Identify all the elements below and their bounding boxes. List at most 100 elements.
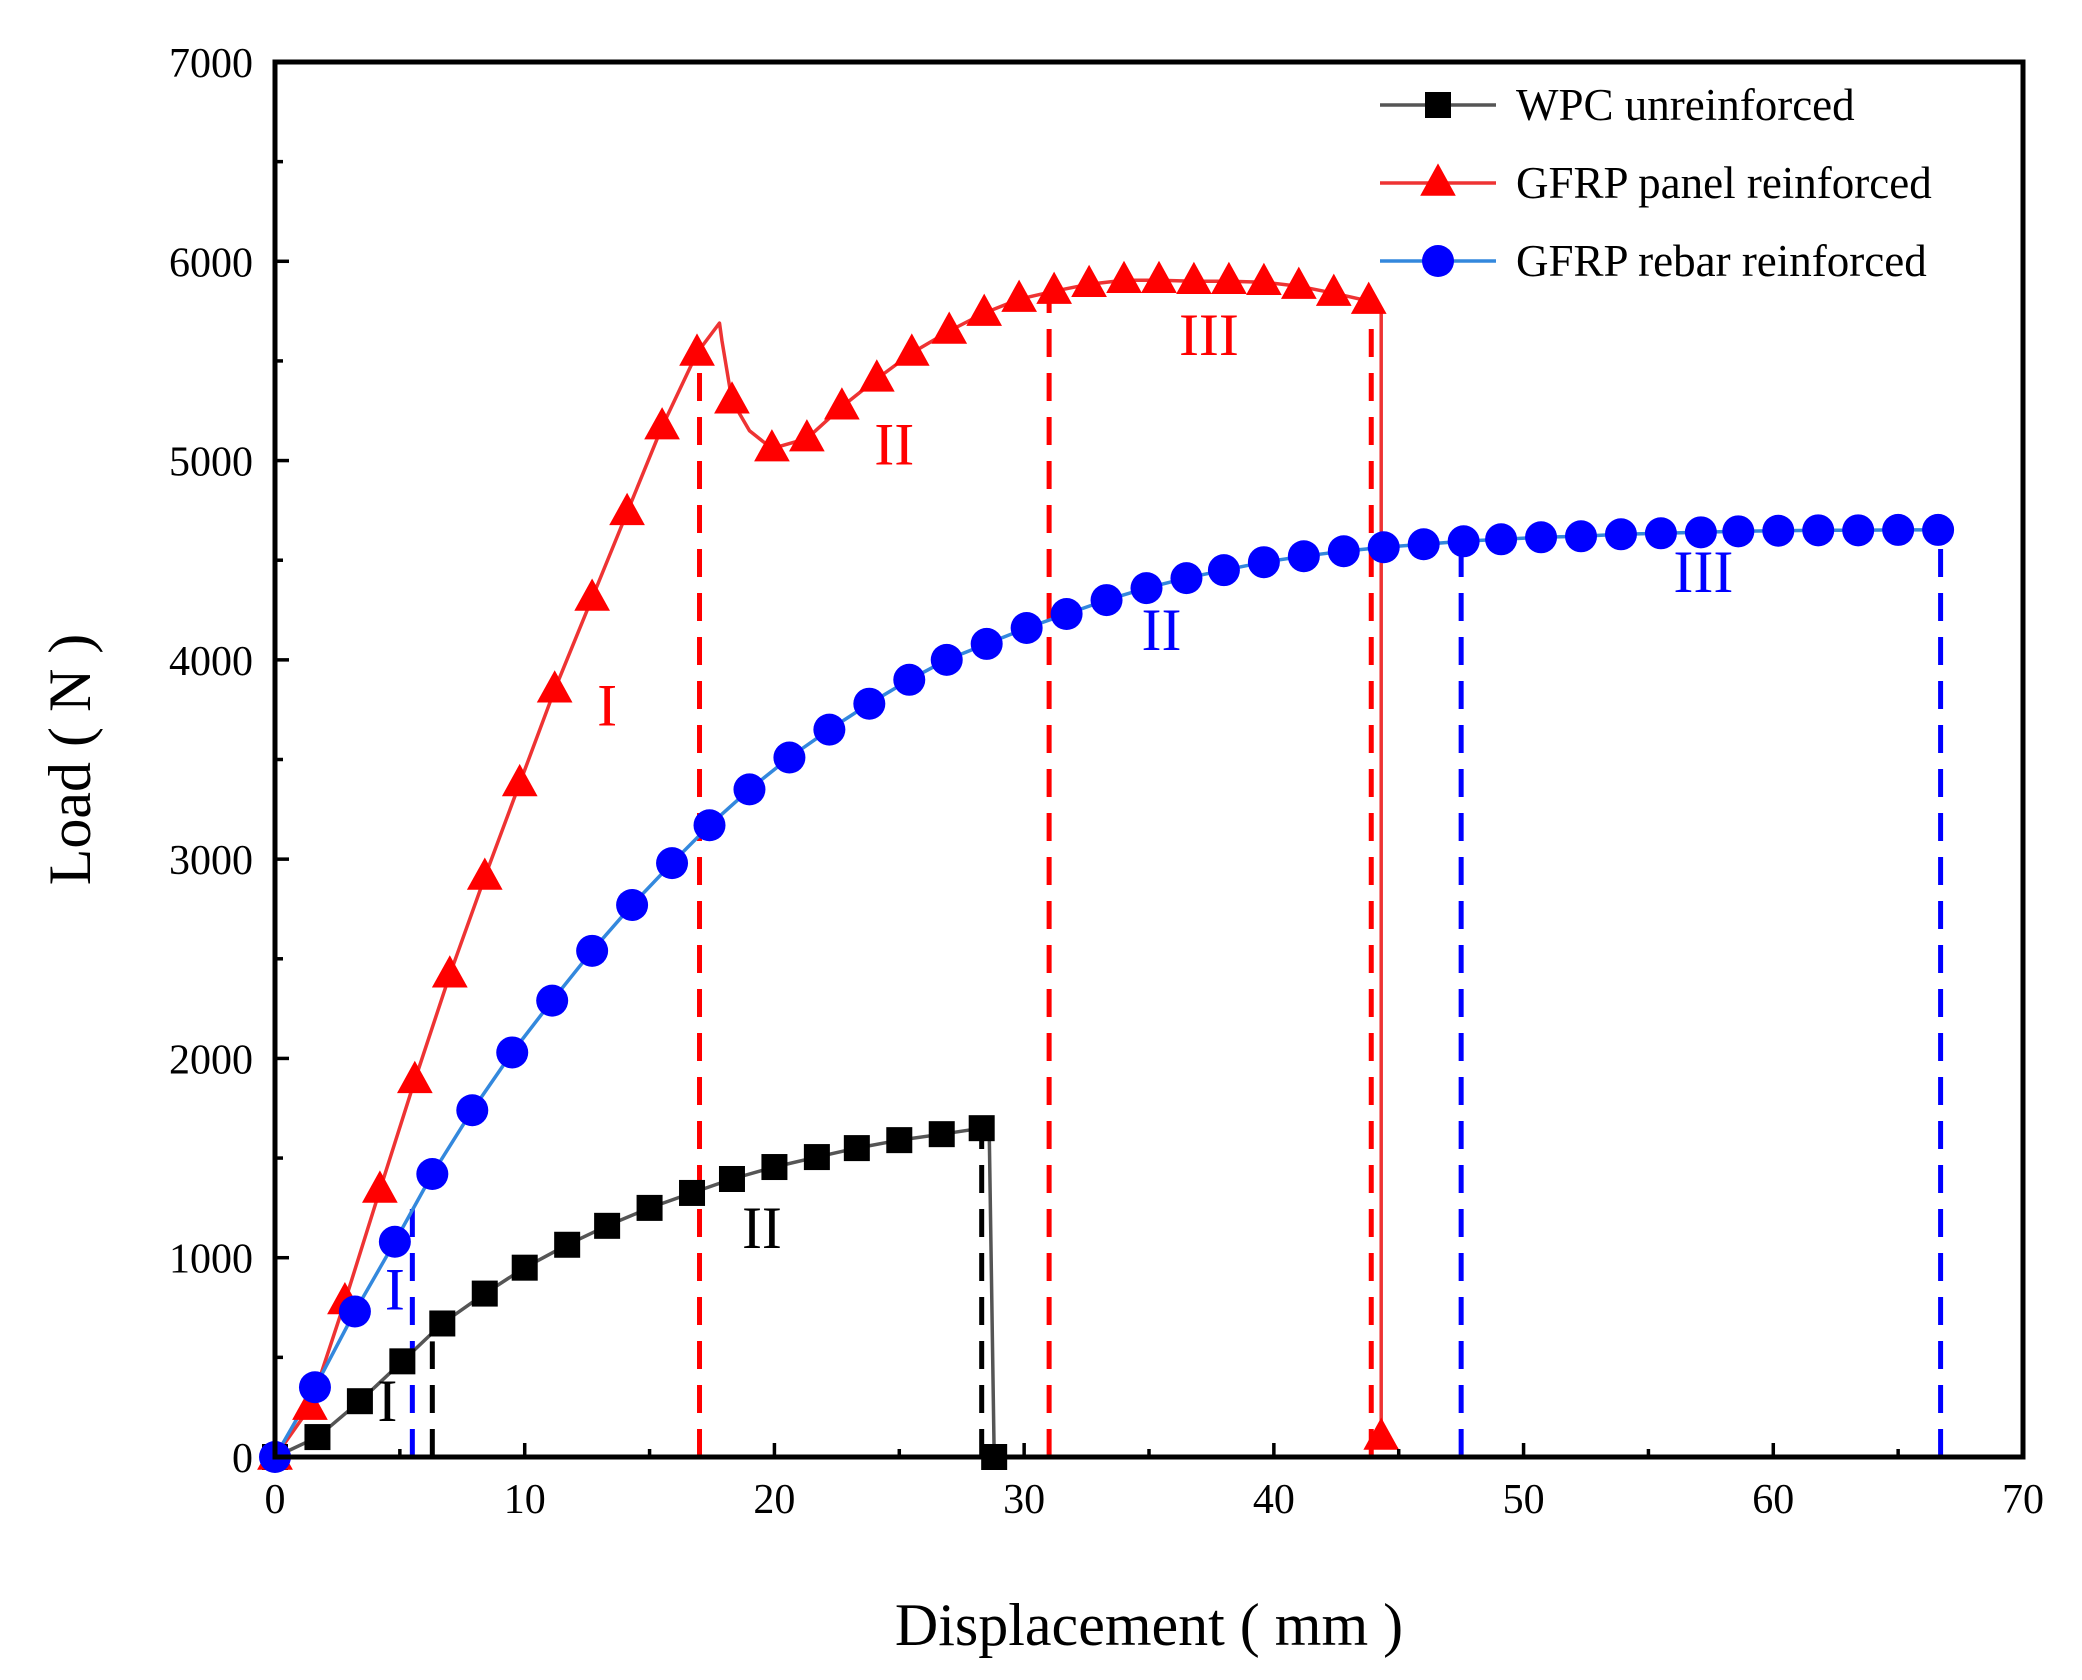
data-point-1: [1106, 260, 1142, 293]
data-point-2: [693, 809, 726, 842]
data-point-2: [656, 847, 689, 880]
data-point-0: [429, 1310, 456, 1337]
y-tick-label: 4000: [169, 639, 253, 685]
data-point-2: [1722, 515, 1755, 548]
data-point-1: [1141, 260, 1177, 293]
data-point-1: [501, 763, 538, 797]
data-point-2: [1050, 598, 1083, 631]
data-point-1: [1211, 261, 1247, 294]
x-tick-label: 70: [2002, 1477, 2044, 1523]
stage-label: II: [1142, 597, 1182, 663]
data-point-1: [644, 407, 680, 440]
data-point-1: [893, 333, 930, 366]
data-point-1: [966, 293, 1002, 326]
data-point-1: [536, 670, 573, 703]
stage-label: I: [385, 1257, 405, 1323]
data-point-0: [511, 1254, 538, 1281]
data-point-1: [1036, 271, 1072, 304]
data-point-2: [1447, 525, 1480, 558]
data-point-2: [1922, 513, 1955, 546]
data-point-2: [496, 1036, 529, 1069]
data-point-0: [636, 1194, 663, 1221]
data-point-0: [886, 1127, 913, 1154]
data-point-2: [1090, 584, 1123, 617]
data-point-1: [1246, 262, 1282, 295]
y-tick-label: 7000: [169, 41, 253, 87]
data-point-1: [1363, 1417, 1400, 1450]
data-point-0: [594, 1212, 621, 1239]
data-point-2: [1644, 517, 1677, 550]
data-point-2: [853, 687, 886, 720]
data-point-1: [754, 429, 790, 462]
y-tick-label: 5000: [169, 440, 253, 486]
legend-marker-icon: [1422, 245, 1454, 277]
stage-label: I: [377, 1368, 397, 1434]
data-point-2: [378, 1225, 411, 1258]
data-point-0: [761, 1154, 788, 1181]
data-point-0: [803, 1144, 830, 1171]
stage-label: II: [874, 412, 914, 478]
data-point-2: [616, 888, 649, 921]
data-point-1: [931, 311, 968, 344]
data-point-0: [389, 1348, 416, 1375]
x-tick-label: 50: [1503, 1477, 1545, 1523]
data-point-2: [1170, 562, 1203, 595]
data-point-2: [970, 627, 1003, 660]
data-point-2: [1604, 518, 1637, 551]
data-point-1: [1315, 273, 1352, 306]
data-point-1: [1176, 261, 1212, 294]
y-axis-title: Load ( N ): [37, 634, 103, 886]
stage-label: I: [597, 673, 617, 739]
data-point-2: [1287, 540, 1320, 573]
data-point-2: [1882, 513, 1915, 546]
data-point-1: [292, 1387, 328, 1420]
data-point-1: [466, 857, 503, 890]
data-point-0: [471, 1280, 498, 1307]
data-point-2: [298, 1371, 331, 1404]
y-tick-label: 0: [232, 1436, 253, 1482]
data-point-2: [1842, 514, 1875, 547]
data-point-0: [843, 1135, 870, 1162]
data-point-0: [679, 1179, 706, 1206]
y-tick-label: 3000: [169, 838, 253, 884]
x-tick-label: 10: [504, 1477, 546, 1523]
data-point-2: [536, 984, 569, 1017]
data-point-2: [930, 643, 963, 676]
data-point-2: [576, 934, 609, 967]
data-point-2: [1367, 531, 1400, 564]
data-point-2: [1802, 514, 1835, 547]
data-point-1: [609, 492, 645, 526]
data-point-0: [346, 1388, 373, 1415]
data-point-1: [1350, 281, 1387, 314]
data-point-1: [824, 387, 860, 420]
data-point-2: [1207, 554, 1240, 587]
data-point-0: [718, 1165, 745, 1192]
data-point-1: [1071, 264, 1107, 297]
legend-label: GFRP rebar reinforced: [1516, 236, 1927, 286]
data-point-2: [1485, 523, 1518, 556]
stage-label: II: [742, 1195, 782, 1261]
data-point-2: [1525, 521, 1558, 554]
data-point-1: [362, 1170, 398, 1203]
data-point-1: [1001, 279, 1037, 312]
data-point-2: [1327, 535, 1360, 568]
data-point-1: [859, 359, 895, 392]
x-tick-label: 20: [753, 1477, 795, 1523]
stage-label: III: [1673, 539, 1733, 605]
x-tick-label: 60: [1752, 1477, 1794, 1523]
data-point-0: [968, 1115, 995, 1142]
data-point-2: [1247, 546, 1280, 579]
legend-marker-icon: [1420, 163, 1456, 196]
data-point-2: [1130, 572, 1163, 605]
data-point-2: [456, 1094, 489, 1127]
data-point-2: [1010, 611, 1043, 644]
stage-dividers: [409, 291, 1944, 1457]
data-point-0: [304, 1424, 331, 1451]
legend: WPC unreinforced GFRP panel reinforced GFR…: [1380, 80, 1932, 286]
stage-label: III: [1179, 302, 1239, 368]
series-markers: [257, 260, 1955, 1473]
data-point-2: [773, 741, 806, 774]
y-tick-label: 6000: [169, 240, 253, 286]
